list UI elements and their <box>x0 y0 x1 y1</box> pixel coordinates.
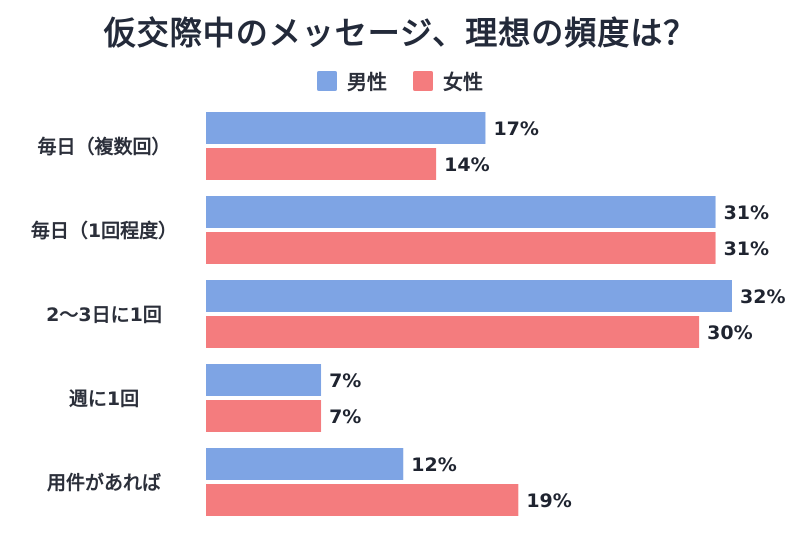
legend: 男性 女性 <box>0 66 800 95</box>
legend-label-female: 女性 <box>443 70 483 94</box>
bar-male <box>206 280 732 312</box>
legend-item-male: 男性 <box>317 66 387 95</box>
bar-female <box>206 148 437 180</box>
data-label-male: 7% <box>329 370 361 392</box>
data-label-male: 12% <box>411 454 456 476</box>
bar-male <box>206 112 486 144</box>
bar-male <box>206 364 322 396</box>
bar-female <box>206 316 700 348</box>
category-label: 毎日（1回程度） <box>31 219 177 242</box>
bar-female <box>206 400 322 432</box>
data-label-female: 30% <box>707 322 752 344</box>
data-label-male: 32% <box>740 286 785 308</box>
chart-title: 仮交際中のメッセージ、理想の頻度は？ <box>103 14 697 52</box>
data-label-male: 17% <box>493 118 538 140</box>
bar-female <box>206 232 716 264</box>
category-label: 2〜3日に1回 <box>46 304 162 326</box>
category-label: 毎日（複数回） <box>37 135 170 158</box>
legend-swatch-male <box>317 70 337 91</box>
data-label-female: 14% <box>444 154 489 176</box>
bar-male <box>206 448 404 480</box>
data-label-female: 7% <box>329 406 361 428</box>
category-label: 週に1回 <box>69 388 139 410</box>
data-label-female: 31% <box>724 238 769 260</box>
bar-female <box>206 484 519 516</box>
legend-label-male: 男性 <box>347 70 387 94</box>
bar-male <box>206 196 716 228</box>
category-label: 用件があれば <box>47 471 161 494</box>
legend-item-female: 女性 <box>413 66 483 95</box>
data-label-female: 19% <box>526 490 571 512</box>
data-label-male: 31% <box>724 202 769 224</box>
legend-swatch-female <box>413 70 433 91</box>
